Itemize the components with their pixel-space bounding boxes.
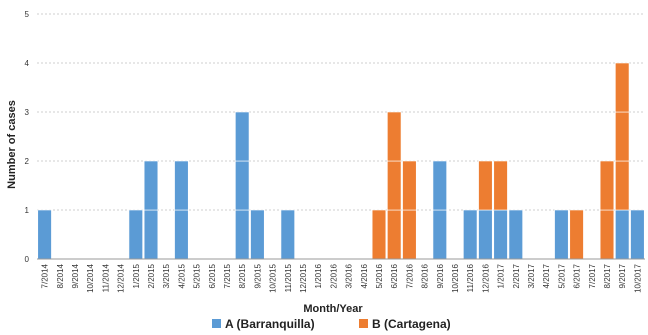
bar-a <box>478 209 493 260</box>
x-tick-label: 3/2016 <box>345 263 354 288</box>
x-tick-label: 2/2017 <box>512 263 521 288</box>
x-tick-label: 11/2016 <box>466 263 475 292</box>
y-tick-label: 0 <box>25 255 30 264</box>
legend-swatch-b <box>359 319 368 328</box>
bar-a <box>235 111 250 162</box>
bar-a <box>493 209 508 260</box>
x-tick-label: 8/2017 <box>603 263 612 288</box>
bar-a <box>280 209 295 260</box>
x-tick-label: 7/2014 <box>41 263 50 288</box>
x-tick-label: 8/2015 <box>238 263 247 288</box>
bar-b <box>599 209 615 260</box>
bar-b <box>599 160 615 211</box>
x-tick-label: 3/2015 <box>162 263 171 288</box>
x-tick-label: 9/2015 <box>253 263 262 288</box>
x-tick-label: 4/2015 <box>177 263 186 288</box>
x-tick-label: 1/2017 <box>497 263 506 288</box>
bar-a <box>143 209 159 260</box>
x-tick-label: 10/2015 <box>269 263 278 292</box>
bar-b <box>615 62 630 113</box>
x-tick-label: 5/2015 <box>193 263 202 288</box>
y-tick-label: 4 <box>25 59 30 68</box>
bar-b <box>387 209 402 260</box>
y-tick-label: 2 <box>25 157 30 166</box>
x-tick-label: 6/2016 <box>390 263 399 288</box>
x-tick-label: 6/2017 <box>573 263 582 288</box>
x-tick-label: 1/2016 <box>314 263 323 288</box>
x-tick-label: 9/2014 <box>71 263 80 288</box>
x-tick-label: 3/2017 <box>527 263 536 288</box>
bar-a <box>615 209 630 260</box>
bar-a <box>554 209 569 260</box>
bar-b <box>478 160 493 211</box>
x-tick-label: 9/2017 <box>618 263 627 288</box>
x-tick-label: 8/2016 <box>421 263 430 288</box>
y-tick-label: 5 <box>25 10 30 19</box>
x-tick-label: 9/2016 <box>436 263 445 288</box>
bar-b <box>387 160 402 211</box>
bar-a <box>250 209 265 260</box>
y-tick-label: 3 <box>25 108 30 117</box>
bar-a <box>143 160 159 211</box>
x-tick-label: 2/2015 <box>147 263 156 288</box>
x-tick-label: 12/2014 <box>117 263 126 292</box>
gridlines <box>37 13 645 211</box>
bar-b <box>402 209 417 260</box>
bar-a <box>432 160 447 211</box>
bar-b <box>615 160 630 211</box>
x-tick-label: 10/2017 <box>633 263 642 292</box>
x-tick-label: 4/2016 <box>360 263 369 288</box>
bar-a <box>235 160 250 211</box>
legend-swatch-a <box>212 319 221 328</box>
x-tick-label: 2/2016 <box>329 263 338 288</box>
x-tick-label: 11/2015 <box>284 263 293 292</box>
x-tick-label: 11/2014 <box>101 263 110 292</box>
x-tick-label: 7/2015 <box>223 263 232 288</box>
x-tick-label: 12/2015 <box>299 263 308 292</box>
bar-b <box>615 111 630 162</box>
bar-a <box>174 209 189 260</box>
bar-a <box>37 209 52 260</box>
y-tick-label: 1 <box>25 206 30 215</box>
x-tick-label: 5/2016 <box>375 263 384 288</box>
y-axis-title: Number of cases <box>6 100 18 189</box>
x-tick-label: 10/2016 <box>451 263 460 292</box>
x-tick-label: 8/2014 <box>56 263 65 288</box>
bar-a <box>235 209 250 260</box>
legend: A (Barranquilla) B (Cartagena) <box>212 317 451 331</box>
x-tick-label: 6/2015 <box>208 263 217 288</box>
x-tick-label: 7/2017 <box>588 263 597 288</box>
bar-b <box>493 160 508 211</box>
x-axis-title: Month/Year <box>303 303 363 315</box>
x-tick-label: 12/2016 <box>481 263 490 292</box>
bar-b <box>371 209 387 260</box>
x-tick-label: 1/2015 <box>132 263 141 288</box>
bar-a <box>128 209 143 260</box>
x-tick-label: 10/2014 <box>86 263 95 292</box>
legend-label-b: B (Cartagena) <box>372 317 451 331</box>
x-tick-label: 5/2017 <box>557 263 566 288</box>
bar-a <box>630 209 645 260</box>
legend-label-a: A (Barranquilla) <box>225 317 315 331</box>
bars <box>37 62 645 260</box>
bar-b <box>387 111 402 162</box>
bar-b <box>402 160 417 211</box>
bar-b <box>569 209 584 260</box>
bar-a <box>432 209 447 260</box>
x-tick-label: 4/2017 <box>542 263 551 288</box>
y-axis-ticks: 0 1 2 3 4 5 <box>25 10 30 264</box>
bar-a <box>174 160 189 211</box>
bar-a <box>508 209 523 260</box>
bar-a <box>463 209 478 260</box>
x-axis-ticks: 7/2014 8/2014 9/2014 10/2014 11/2014 12/2014 1… <box>41 263 643 292</box>
x-tick-label: 7/2016 <box>405 263 414 288</box>
